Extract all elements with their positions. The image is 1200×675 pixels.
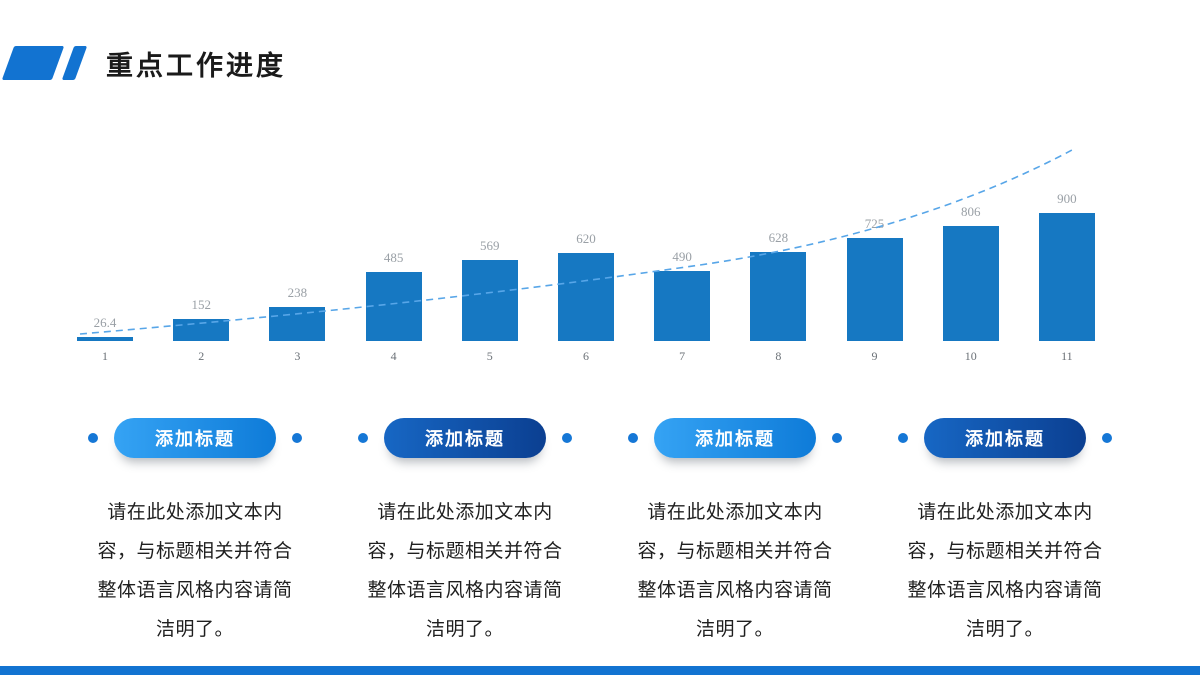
accent-slash bbox=[61, 46, 88, 80]
column: 添加标题 请在此处添加文本内容，与标题相关并符合整体语言风格内容请简洁明了。 bbox=[610, 412, 860, 650]
pill-left-dot bbox=[88, 433, 98, 443]
pill-right-dot bbox=[292, 433, 302, 443]
bar-series: 26.4 1 152 2 238 3 485 4 569 5 620 6 490 7 628 8 725 9 806… bbox=[77, 145, 1095, 363]
pill-left-dot bbox=[628, 433, 638, 443]
bar-value-label: 628 bbox=[768, 230, 789, 245]
footer-bar bbox=[0, 666, 1200, 675]
pill-left-dot bbox=[358, 433, 368, 443]
x-axis-label: 1 bbox=[102, 349, 108, 363]
pill-row: 添加标题 bbox=[898, 412, 1112, 464]
bar-cell: 569 5 bbox=[461, 238, 518, 363]
bar-value-label: 620 bbox=[576, 231, 596, 246]
x-axis-label: 6 bbox=[582, 349, 589, 363]
x-axis-label: 11 bbox=[1061, 349, 1073, 363]
pill-left-dot bbox=[898, 433, 908, 443]
x-axis-label: 9 bbox=[871, 349, 878, 363]
bar-cell: 620 6 bbox=[557, 231, 614, 363]
column-body-text: 请在此处添加文本内容，与标题相关并符合整体语言风格内容请简洁明了。 bbox=[907, 502, 1103, 640]
add-title-pill: 添加标题 bbox=[384, 418, 546, 458]
bar-value-label: 238 bbox=[287, 285, 308, 300]
bar bbox=[1038, 213, 1095, 341]
bar bbox=[173, 319, 230, 341]
bar-cell: 238 3 bbox=[269, 285, 326, 363]
column: 添加标题 请在此处添加文本内容，与标题相关并符合整体语言风格内容请简洁明了。 bbox=[880, 412, 1130, 650]
bar bbox=[750, 252, 807, 341]
x-axis-label: 5 bbox=[486, 349, 493, 363]
bar-cell: 485 4 bbox=[365, 250, 422, 363]
pill-row: 添加标题 bbox=[88, 412, 302, 464]
add-title-pill: 添加标题 bbox=[114, 418, 276, 458]
bar bbox=[557, 253, 614, 341]
column-body-text: 请在此处添加文本内容，与标题相关并符合整体语言风格内容请简洁明了。 bbox=[637, 502, 833, 640]
slide-header: 重点工作进度 bbox=[0, 42, 286, 84]
bar bbox=[269, 307, 326, 341]
bar-cell: 725 9 bbox=[846, 216, 903, 363]
pill-label: 添加标题 bbox=[425, 429, 505, 449]
bar-value-label: 490 bbox=[672, 249, 692, 264]
x-axis-label: 2 bbox=[198, 349, 205, 363]
bar-cell: 152 2 bbox=[173, 297, 230, 363]
pill-right-dot bbox=[562, 433, 572, 443]
bar-value-label: 806 bbox=[960, 204, 981, 219]
bar bbox=[654, 271, 711, 341]
bar-cell: 806 10 bbox=[942, 204, 999, 363]
x-axis-label: 7 bbox=[679, 349, 686, 363]
bar bbox=[365, 272, 422, 341]
bar-value-label: 725 bbox=[864, 216, 885, 231]
pill-row: 添加标题 bbox=[358, 412, 572, 464]
bar-chart: 26.4 1 152 2 238 3 485 4 569 5 620 6 490 7 628 8 725 9 806… bbox=[77, 145, 1095, 363]
x-axis-label: 8 bbox=[775, 349, 782, 363]
bar bbox=[942, 226, 999, 341]
pill-label: 添加标题 bbox=[695, 429, 775, 449]
bar-cell: 26.4 1 bbox=[77, 315, 133, 363]
x-axis-label: 4 bbox=[390, 349, 397, 363]
add-title-pill: 添加标题 bbox=[924, 418, 1086, 458]
pill-row: 添加标题 bbox=[628, 412, 842, 464]
title-accent-shapes bbox=[0, 45, 96, 81]
text-columns: 添加标题 请在此处添加文本内容，与标题相关并符合整体语言风格内容请简洁明了。 添… bbox=[0, 412, 1200, 650]
bar-value-label: 900 bbox=[1057, 191, 1077, 206]
bar-value-label: 569 bbox=[480, 238, 500, 253]
column-body-text: 请在此处添加文本内容，与标题相关并符合整体语言风格内容请简洁明了。 bbox=[97, 502, 293, 640]
bar-value-label: 152 bbox=[191, 297, 211, 312]
pill-label: 添加标题 bbox=[965, 429, 1045, 449]
bar-cell: 900 11 bbox=[1038, 191, 1095, 363]
bar bbox=[846, 238, 903, 341]
column: 添加标题 请在此处添加文本内容，与标题相关并符合整体语言风格内容请简洁明了。 bbox=[70, 412, 320, 650]
column-body-text: 请在此处添加文本内容，与标题相关并符合整体语言风格内容请简洁明了。 bbox=[367, 502, 563, 640]
pill-label: 添加标题 bbox=[155, 429, 235, 449]
bar-value-label: 26.4 bbox=[93, 315, 117, 330]
bar-cell: 490 7 bbox=[654, 249, 711, 363]
bar-cell: 628 8 bbox=[750, 230, 807, 363]
x-axis-label: 3 bbox=[294, 349, 301, 363]
slide-title: 重点工作进度 bbox=[106, 50, 286, 81]
bar-value-label: 485 bbox=[383, 250, 404, 265]
add-title-pill: 添加标题 bbox=[654, 418, 816, 458]
column: 添加标题 请在此处添加文本内容，与标题相关并符合整体语言风格内容请简洁明了。 bbox=[340, 412, 590, 650]
x-axis-label: 10 bbox=[964, 349, 977, 363]
pill-right-dot bbox=[1102, 433, 1112, 443]
accent-parallelogram bbox=[1, 46, 65, 80]
bar bbox=[77, 337, 133, 341]
bar bbox=[461, 260, 518, 341]
pill-right-dot bbox=[832, 433, 842, 443]
